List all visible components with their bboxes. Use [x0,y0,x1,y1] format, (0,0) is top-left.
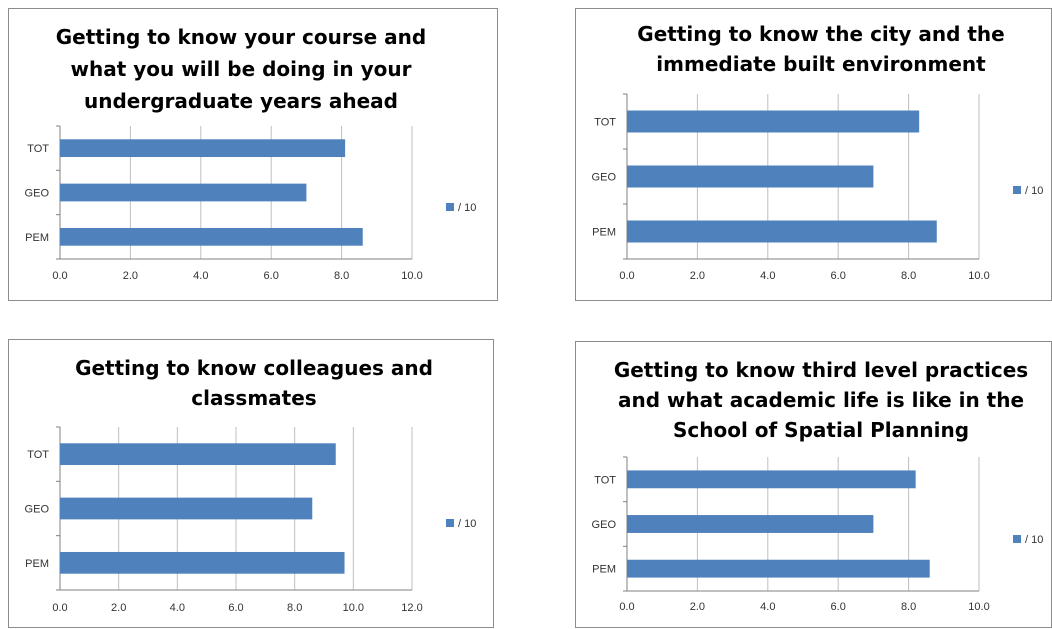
chart-title-line: and what academic life is like in the [618,388,1024,412]
x-tick-label: 0.0 [52,270,67,282]
y-category-label: PEM [25,232,49,244]
x-tick-label: 6.0 [228,602,243,614]
bar-tot [627,110,920,133]
bar-pem [627,559,930,578]
chart-svg-colleagues: Getting to know colleagues and classmates… [25,356,477,614]
bar-geo [627,515,874,533]
chart-panel-colleagues: Getting to know colleagues and classmates… [8,339,494,628]
y-category-label: PEM [25,558,49,570]
bar-geo [60,497,313,520]
bar-pem [627,220,937,243]
legend-label: / 10 [1025,185,1043,197]
x-tick-label: 10.0 [968,270,989,282]
bar-pem [60,551,345,574]
legend-swatch [446,203,454,211]
legend-swatch [1013,186,1021,194]
legend-swatch [446,519,454,527]
legend-label: / 10 [458,202,476,214]
bar-geo [60,183,307,202]
y-category-label: PEM [592,564,616,576]
x-tick-label: 6.0 [831,270,846,282]
x-tick-label: 8.0 [287,602,302,614]
x-tick-label: 2.0 [690,601,705,613]
y-category-label: GEO [25,504,50,516]
x-tick-label: 0.0 [619,601,634,613]
chart-title-line: Getting to know your course and [56,25,426,49]
x-tick-label: 8.0 [901,601,916,613]
x-tick-label: 6.0 [264,270,279,282]
chart-title-line: Getting to know the city and the [637,22,1004,46]
x-tick-label: 2.0 [111,602,126,614]
x-tick-label: 8.0 [901,270,916,282]
chart-panel-city: Getting to know the city and the immediat… [575,8,1052,301]
y-category-label: PEM [592,227,616,239]
bar-tot [60,139,346,158]
y-category-label: TOT [594,117,616,129]
x-tick-label: 4.0 [760,270,775,282]
bar-tot [627,470,916,489]
y-category-label: TOT [594,474,616,486]
x-tick-label: 4.0 [760,601,775,613]
x-tick-label: 10.0 [343,602,364,614]
x-tick-label: 10.0 [401,270,422,282]
x-tick-label: 2.0 [690,270,705,282]
bar-tot [60,443,336,466]
y-category-label: TOT [27,449,49,461]
x-tick-label: 12.0 [401,602,422,614]
legend-label: / 10 [1025,534,1043,546]
legend-label: / 10 [458,518,476,530]
x-tick-label: 10.0 [968,601,989,613]
x-tick-label: 4.0 [170,602,185,614]
x-tick-label: 8.0 [334,270,349,282]
chart-svg-city: Getting to know the city and the immediat… [592,22,1044,282]
chart-title-line: immediate built environment [656,52,986,76]
bar-pem [60,227,363,246]
x-tick-label: 0.0 [619,270,634,282]
chart-title-line: classmates [191,386,316,410]
chart-panel-academic: Getting to know third level practices and… [575,341,1052,628]
chart-title-line: what you will be doing in your [71,57,412,81]
legend-swatch [1013,535,1021,543]
y-category-label: TOT [27,143,49,155]
chart-svg-academic: Getting to know third level practices and… [592,358,1044,613]
chart-panel-course: Getting to know your course and what you … [8,8,498,301]
y-category-label: GEO [592,172,617,184]
chart-title-line: Getting to know third level practices [614,358,1028,382]
x-tick-label: 4.0 [193,270,208,282]
x-tick-label: 0.0 [52,602,67,614]
chart-title-line: School of Spatial Planning [673,418,969,442]
chart-title-line: undergraduate years ahead [84,89,398,113]
y-category-label: GEO [25,188,50,200]
chart-title-line: Getting to know colleagues and [75,356,433,380]
bar-geo [627,165,874,188]
x-tick-label: 6.0 [831,601,846,613]
x-tick-label: 2.0 [123,270,138,282]
chart-svg-course: Getting to know your course and what you … [25,25,477,282]
y-category-label: GEO [592,519,617,531]
